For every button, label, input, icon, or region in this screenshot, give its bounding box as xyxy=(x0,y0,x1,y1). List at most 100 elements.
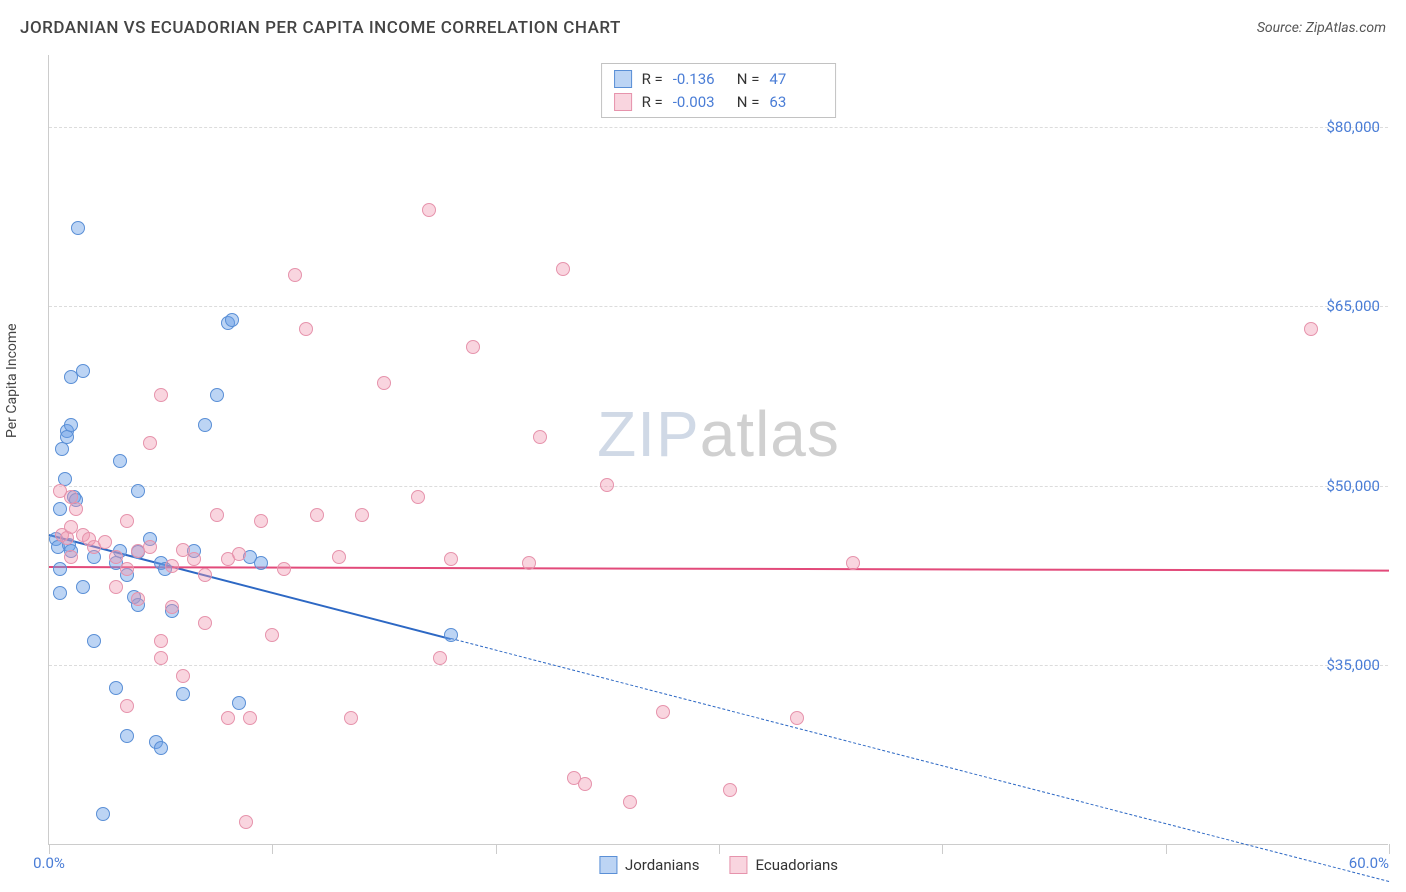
yaxis-title: Per Capita Income xyxy=(4,323,20,438)
scatter-point xyxy=(332,550,346,564)
ytick-label: $35,000 xyxy=(1326,656,1380,674)
scatter-point xyxy=(466,340,480,354)
correlation-stats-box: R =-0.136N =47R =-0.003N =63 xyxy=(601,63,837,118)
scatter-point xyxy=(846,556,860,570)
scatter-point xyxy=(53,502,67,516)
scatter-point xyxy=(176,669,190,683)
scatter-point xyxy=(120,514,134,528)
xtick-label-left: 0.0% xyxy=(33,854,65,872)
scatter-point xyxy=(239,815,253,829)
scatter-point xyxy=(723,783,737,797)
scatter-point xyxy=(433,651,447,665)
chart-container: JORDANIAN VS ECUADORIAN PER CAPITA INCOM… xyxy=(0,0,1406,892)
trend-line xyxy=(451,638,1389,882)
legend-swatch xyxy=(614,70,632,88)
scatter-point xyxy=(154,651,168,665)
scatter-point xyxy=(120,562,134,576)
legend-swatch xyxy=(729,856,747,874)
stats-n-label: N = xyxy=(737,68,760,91)
scatter-point xyxy=(288,268,302,282)
xtick xyxy=(1166,844,1167,854)
legend-swatch xyxy=(614,93,632,111)
scatter-point xyxy=(578,777,592,791)
stats-r-value: -0.003 xyxy=(673,91,727,114)
xtick xyxy=(496,844,497,854)
trend-line xyxy=(49,566,1389,572)
scatter-point xyxy=(198,418,212,432)
chart-header: JORDANIAN VS ECUADORIAN PER CAPITA INCOM… xyxy=(20,18,1386,38)
plot-area: ZIPatlas R =-0.136N =47R =-0.003N =63 Jo… xyxy=(48,55,1388,845)
scatter-point xyxy=(176,687,190,701)
scatter-point xyxy=(53,586,67,600)
scatter-point xyxy=(600,478,614,492)
scatter-point xyxy=(96,807,110,821)
scatter-point xyxy=(131,484,145,498)
ytick-label: $50,000 xyxy=(1326,477,1380,495)
scatter-point xyxy=(265,628,279,642)
scatter-point xyxy=(165,600,179,614)
legend-item: Jordanians xyxy=(599,856,700,874)
xtick-label-right: 60.0% xyxy=(1349,854,1389,872)
scatter-point xyxy=(790,711,804,725)
scatter-point xyxy=(656,705,670,719)
scatter-point xyxy=(310,508,324,522)
scatter-point xyxy=(254,514,268,528)
gridline-h xyxy=(49,127,1388,128)
stats-r-label: R = xyxy=(642,68,663,91)
legend-item: Ecuadorians xyxy=(729,856,838,874)
scatter-point xyxy=(131,592,145,606)
stats-row: R =-0.003N =63 xyxy=(614,91,824,114)
stats-n-value: 47 xyxy=(769,68,823,91)
ytick-label: $80,000 xyxy=(1326,118,1380,136)
scatter-point xyxy=(299,322,313,336)
scatter-point xyxy=(109,580,123,594)
legend-swatch xyxy=(599,856,617,874)
gridline-h xyxy=(49,306,1388,307)
gridline-h xyxy=(49,486,1388,487)
scatter-point xyxy=(165,559,179,573)
watermark: ZIPatlas xyxy=(597,397,840,471)
scatter-point xyxy=(64,418,78,432)
scatter-point xyxy=(522,556,536,570)
xtick xyxy=(719,844,720,854)
scatter-point xyxy=(64,550,78,564)
scatter-point xyxy=(411,490,425,504)
chart-title: JORDANIAN VS ECUADORIAN PER CAPITA INCOM… xyxy=(20,18,621,38)
scatter-point xyxy=(76,364,90,378)
scatter-point xyxy=(210,508,224,522)
scatter-point xyxy=(69,502,83,516)
scatter-point xyxy=(344,711,358,725)
scatter-point xyxy=(98,535,112,549)
stats-r-label: R = xyxy=(642,91,663,114)
watermark-atlas: atlas xyxy=(700,398,840,470)
source-attribution: Source: ZipAtlas.com xyxy=(1257,20,1386,36)
scatter-point xyxy=(254,556,268,570)
scatter-point xyxy=(109,550,123,564)
scatter-point xyxy=(198,568,212,582)
scatter-point xyxy=(154,741,168,755)
scatter-point xyxy=(87,634,101,648)
legend-label: Ecuadorians xyxy=(755,856,838,874)
scatter-point xyxy=(355,508,369,522)
scatter-point xyxy=(187,552,201,566)
gridline-h xyxy=(49,665,1388,666)
scatter-point xyxy=(55,442,69,456)
watermark-zip: ZIP xyxy=(597,398,700,470)
scatter-point xyxy=(210,388,224,402)
scatter-point xyxy=(623,795,637,809)
xtick xyxy=(272,844,273,854)
scatter-point xyxy=(232,547,246,561)
xtick xyxy=(942,844,943,854)
scatter-point xyxy=(143,436,157,450)
scatter-point xyxy=(444,552,458,566)
scatter-point xyxy=(377,376,391,390)
scatter-point xyxy=(243,711,257,725)
scatter-point xyxy=(53,562,67,576)
scatter-point xyxy=(225,313,239,327)
scatter-point xyxy=(198,616,212,630)
scatter-point xyxy=(1304,322,1318,336)
scatter-point xyxy=(232,696,246,710)
stats-row: R =-0.136N =47 xyxy=(614,68,824,91)
scatter-point xyxy=(154,634,168,648)
scatter-point xyxy=(533,430,547,444)
